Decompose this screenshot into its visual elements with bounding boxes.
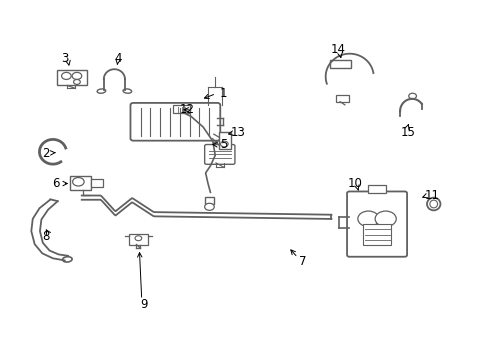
Ellipse shape [123,89,132,93]
Text: 1: 1 [220,87,227,100]
Circle shape [375,211,396,226]
Circle shape [62,72,71,80]
Circle shape [73,177,84,186]
Circle shape [72,72,82,80]
Circle shape [220,141,228,147]
Circle shape [135,236,142,241]
FancyBboxPatch shape [347,192,407,257]
Bar [363,224,392,245]
Ellipse shape [63,257,72,262]
Text: 15: 15 [401,126,416,139]
Bar [129,234,148,244]
Bar [329,60,351,68]
Text: 2: 2 [42,147,49,160]
Bar [57,70,87,85]
Bar [336,95,349,102]
FancyBboxPatch shape [130,103,220,141]
Text: 4: 4 [114,52,122,65]
Circle shape [74,80,80,84]
Text: 5: 5 [220,138,227,151]
Bar [173,105,190,113]
Text: 6: 6 [52,177,60,190]
Bar [91,179,103,187]
Ellipse shape [97,89,106,93]
Text: 9: 9 [141,298,148,311]
Text: 11: 11 [425,189,440,202]
Ellipse shape [427,198,441,210]
Bar [70,176,91,190]
Bar [205,197,214,204]
Text: 10: 10 [348,177,363,190]
Text: 13: 13 [230,126,245,139]
Bar [219,132,231,149]
Text: 7: 7 [299,255,306,267]
Text: 8: 8 [42,230,49,243]
Text: 12: 12 [180,103,195,116]
Ellipse shape [430,200,438,208]
FancyBboxPatch shape [205,145,235,164]
Bar [368,185,386,193]
Text: 3: 3 [61,52,69,65]
Circle shape [205,203,214,210]
Circle shape [409,93,416,99]
Text: 14: 14 [331,43,346,56]
Circle shape [358,211,379,226]
